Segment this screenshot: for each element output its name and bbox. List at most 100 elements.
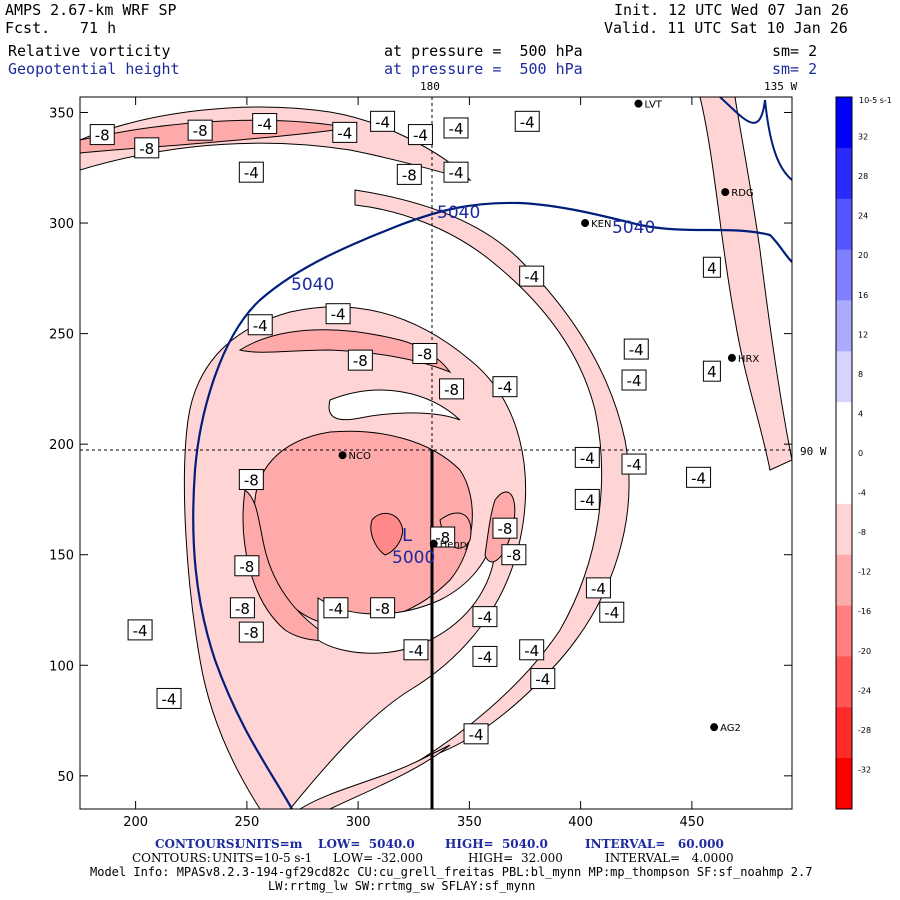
contour-label: -8	[134, 137, 160, 159]
station-label: RDG	[731, 188, 753, 199]
contours1-high: HIGH= 5040.0	[445, 837, 548, 851]
contour-label-box	[472, 606, 498, 628]
plot-area: -8 -8 -8 -4 -4 -4 -4 -4 -4 -8 -4 -4 -4 -4 -8 -8 -4 -4 -8 -4…	[80, 97, 792, 809]
station-marker	[710, 723, 719, 732]
contour-label-text: -8	[353, 352, 368, 370]
contour-label: -8	[89, 124, 115, 146]
colorbar-tick-label: 8	[858, 370, 863, 379]
contour-label: -4	[463, 723, 489, 745]
field2-sm: sm= 2	[772, 60, 818, 78]
contours2-label: CONTOURS:	[132, 851, 211, 865]
contour-label-box	[492, 517, 518, 539]
low-value: 5000	[392, 548, 435, 568]
contour-label-box	[187, 119, 213, 141]
contour-label-box	[127, 619, 153, 641]
contour-label-box	[585, 577, 611, 599]
forecast-label: Fcst.	[5, 19, 51, 37]
contour-labels: -8 -8 -8 -4 -4 -4 -4 -4 -4 -8 -4 -4 -4 -4 -8 -8 -4 -4 -8 -4…	[89, 110, 721, 745]
colorbar-tick-label: -8	[858, 528, 866, 537]
contour-label-text: -8	[417, 345, 432, 363]
contour-label-text: -8	[435, 529, 450, 547]
contour-label-text: -4	[520, 113, 535, 131]
contour-label: -4	[238, 161, 264, 183]
contour-label: -4	[623, 338, 649, 360]
contour-label: 4	[702, 256, 721, 278]
contour-label: -4	[585, 577, 611, 599]
colorbar-tick-label: 16	[858, 291, 868, 300]
x-tick-label: 300	[346, 815, 371, 830]
colorbar-swatch	[836, 453, 852, 505]
colorbar-swatch	[836, 402, 852, 454]
contour-label: -4	[325, 303, 351, 325]
contour-label-box	[702, 360, 721, 382]
contour-label: -4	[519, 265, 545, 287]
station-label: KEN	[591, 219, 611, 230]
contour-label-box	[621, 369, 647, 391]
contour-label: -8	[439, 378, 465, 400]
contour-label: -4	[370, 110, 396, 132]
field1-level: at pressure = 500 hPa	[384, 42, 583, 60]
station-label: HRX	[738, 354, 759, 365]
colorbar-unit: 10-5 s-1	[859, 96, 892, 105]
contour-label-text: -4	[477, 609, 492, 627]
contour-label-box	[514, 110, 540, 132]
colorbar-tick-label: 0	[858, 449, 863, 458]
colorbar-tick-label: -4	[858, 489, 866, 498]
contour-label: -4	[492, 376, 518, 398]
contour-label: -8	[396, 163, 422, 185]
contour-label: -4	[514, 110, 540, 132]
station-henry: Henry	[429, 539, 470, 551]
contour-label: 4	[702, 360, 721, 382]
init-time: Init. 12 UTC Wed 07 Jan 26	[614, 1, 849, 19]
station-ag2: AG2	[710, 723, 741, 734]
colorbar-tick-label: -20	[858, 647, 871, 656]
x-tick-label: 350	[457, 815, 482, 830]
contour-label-box	[252, 113, 278, 135]
contour-label-text: -4	[469, 726, 484, 744]
y-tick-label: 350	[49, 106, 74, 121]
contours2-low: LOW= -32.000	[333, 851, 424, 865]
colorbar-swatch	[836, 503, 852, 556]
contour-label: -8	[370, 597, 396, 619]
height-contour-5040	[192, 201, 792, 809]
contour-label-box	[439, 378, 465, 400]
contour-label: -4	[599, 601, 625, 623]
contour-label-text: -8	[244, 624, 259, 642]
contour-label-text: -4	[133, 622, 148, 640]
contour-label: -8	[347, 349, 373, 371]
contour-label-text: 4	[707, 363, 717, 381]
y-tick-label: 150	[49, 549, 74, 564]
contour-label: -8	[229, 597, 255, 619]
colorbar-swatch	[836, 147, 852, 200]
colorbar-swatch	[836, 198, 852, 251]
station-nco: NCO	[338, 451, 371, 462]
contour-label-box	[519, 639, 545, 661]
colorbar-tick-label: -12	[858, 568, 871, 577]
contours1-low: LOW= 5040.0	[318, 837, 415, 851]
contour-label-text: -8	[139, 140, 154, 158]
contour-label-text: -8	[375, 600, 390, 618]
colorbar-tick-label: 4	[858, 409, 863, 418]
contour-label-box	[574, 488, 600, 510]
low-label: L	[402, 525, 412, 546]
contour-label-text: -4	[497, 379, 512, 397]
contour-label-box	[599, 601, 625, 623]
station-marker	[338, 451, 347, 460]
contour-label-text: -4	[408, 642, 423, 660]
colorbar-swatch	[836, 605, 852, 657]
contour-label-text: -8	[239, 558, 254, 576]
valid-time: Valid. 11 UTC Sat 10 Jan 26	[604, 19, 848, 37]
contour-label-box	[443, 117, 469, 139]
contour-label-box	[323, 597, 349, 619]
colorbar-tick-label: 12	[858, 330, 868, 339]
contour-label-box	[238, 161, 264, 183]
contour-label: -4	[686, 466, 712, 488]
model-title: AMPS 2.67-km WRF SP	[5, 1, 177, 19]
contour-label-text: -4	[535, 671, 550, 689]
contour-label-box	[134, 137, 160, 159]
contour-label-text: -4	[257, 116, 272, 134]
contour-label-text: -4	[580, 491, 595, 509]
contour-label: -4	[403, 639, 429, 661]
station-marker	[429, 539, 438, 548]
contour-label-text: -4	[524, 268, 539, 286]
